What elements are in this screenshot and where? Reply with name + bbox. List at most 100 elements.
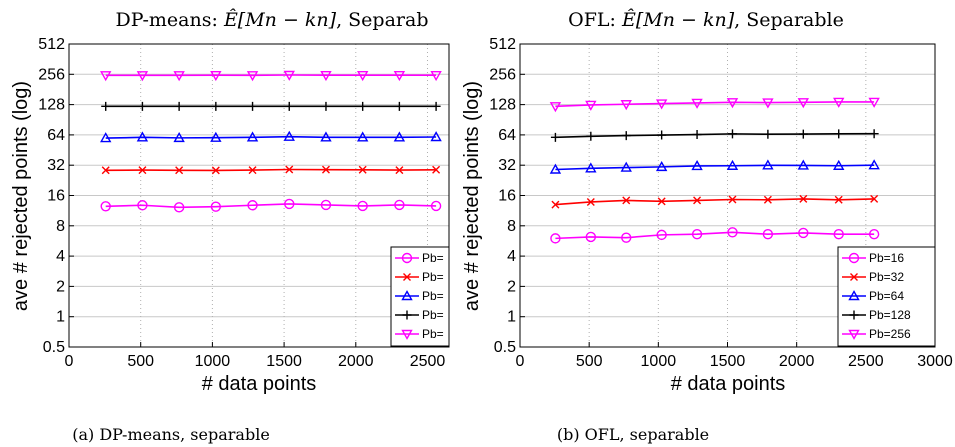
y-tick-label: 4: [56, 248, 65, 265]
data-point-triangle-up: [691, 159, 703, 171]
x-tick-label: 1500: [266, 353, 302, 370]
x-tick-label: 2500: [410, 353, 446, 370]
y-tick-label: 256: [38, 66, 65, 83]
y-tick-label: 2: [507, 278, 516, 295]
data-point-triangle-up: [136, 131, 149, 142]
legend-label: Pb=: [422, 327, 444, 341]
data-point-plus: [402, 310, 412, 320]
plot-frame: [68, 43, 450, 348]
data-point-circle: [762, 229, 774, 240]
series-line: [555, 132, 875, 139]
chart-panel-dp-means: DP-means: Ê[Mn − kn], Separab 0.5 1 2 4 8 16 3…: [10, 8, 450, 444]
series-line: [555, 198, 875, 206]
data-point-triangle-up: [246, 131, 259, 142]
data-point-triangle-down: [173, 71, 185, 82]
y-tick-label: 64: [498, 127, 516, 144]
data-point-triangle-down: [620, 100, 632, 111]
data-point-x: [101, 166, 110, 175]
data-point-triangle-up: [549, 163, 562, 174]
legend-label: Pb=: [422, 270, 444, 284]
data-point-x: [175, 166, 184, 175]
data-point-triangle-down: [691, 98, 703, 109]
x-tick-label: 500: [576, 353, 603, 370]
data-point-triangle-up: [655, 160, 668, 172]
y-tick-label: 64: [47, 127, 65, 144]
series-line: [555, 164, 875, 171]
data-point-triangle-down: [136, 71, 149, 82]
data-point-triangle-up: [833, 159, 845, 170]
series-line: [105, 135, 437, 139]
series-line: [555, 101, 875, 108]
data-point-circle: [401, 252, 413, 264]
data-point-plus: [211, 101, 221, 111]
data-point-x: [586, 197, 595, 206]
data-point-circle: [357, 200, 368, 212]
data-point-triangle-up: [620, 161, 632, 172]
x-axis-label: # data points: [202, 373, 317, 395]
legend-label: Pb=: [422, 289, 444, 303]
data-point-plus: [358, 101, 368, 111]
data-point-circle: [585, 231, 597, 243]
y-tick-label: 16: [47, 188, 65, 205]
data-point-plus: [586, 131, 596, 141]
data-point-triangle-down: [762, 98, 774, 109]
data-point-circle: [798, 227, 809, 239]
data-point-circle: [100, 201, 111, 212]
x-tick-label: 2000: [338, 353, 374, 370]
data-point-plus: [321, 101, 331, 111]
data-point-triangle-down: [549, 102, 562, 113]
legend-label: Pb=256: [869, 327, 911, 341]
data-point-x: [728, 195, 737, 204]
data-point-triangle-down: [848, 329, 860, 340]
x-tick-label: 2500: [848, 353, 884, 370]
data-point-plus: [657, 130, 667, 140]
data-point-triangle-up: [585, 162, 597, 173]
legend-label: Pb=32: [869, 270, 904, 284]
data-point-circle: [727, 227, 738, 238]
data-point-plus: [101, 101, 111, 111]
data-point-circle: [848, 252, 860, 264]
data-point-triangle-down: [100, 71, 112, 82]
x-tick-label: 0: [516, 353, 525, 370]
data-point-circle: [173, 202, 185, 213]
y-tick-label: 0.5: [494, 339, 516, 356]
data-point-circle: [691, 229, 703, 240]
y-tick-label: 1: [507, 309, 516, 326]
legend-label: Pb=: [422, 251, 444, 265]
data-point-circle: [320, 199, 332, 211]
data-point-x: [551, 200, 560, 209]
data-point-plus: [431, 101, 441, 111]
data-point-triangle-up: [356, 131, 369, 142]
data-point-circle: [833, 229, 844, 240]
x-tick-label: 500: [127, 353, 154, 370]
data-point-x: [403, 273, 411, 281]
data-point-circle: [284, 198, 295, 210]
x-tick-label: 1000: [641, 353, 677, 370]
series-marks: [549, 97, 880, 244]
data-point-triangle-up: [210, 131, 222, 142]
y-tick-label: 32: [47, 157, 65, 174]
data-point-plus: [248, 101, 258, 111]
y-axis-label: ave # rejected points (log): [461, 81, 483, 311]
data-point-plus: [174, 101, 184, 111]
x-tick-label: 2000: [779, 353, 815, 370]
data-point-x: [763, 195, 772, 204]
data-point-plus: [869, 129, 879, 139]
data-point-x: [358, 165, 367, 174]
y-tick-label: 4: [507, 248, 516, 265]
x-tick-label: 3000: [917, 353, 953, 370]
data-point-triangle-down: [430, 70, 442, 82]
data-point-plus: [692, 130, 702, 140]
x-axis-label: # data points: [671, 373, 786, 395]
data-point-circle: [137, 200, 148, 211]
data-point-triangle-down: [401, 329, 413, 340]
data-point-x: [211, 166, 220, 175]
data-point-triangle-down: [833, 97, 845, 108]
data-point-x: [799, 194, 808, 203]
data-point-triangle-up: [283, 130, 295, 141]
data-point-triangle-down: [283, 70, 295, 81]
chart-panel-ofl: OFL: Ê[Mn − kn], Separable 0.5 1 2 4 8 16 32 64…: [461, 8, 953, 444]
data-point-x: [432, 165, 441, 174]
y-tick-label: 32: [498, 157, 516, 174]
data-point-plus: [137, 101, 147, 111]
